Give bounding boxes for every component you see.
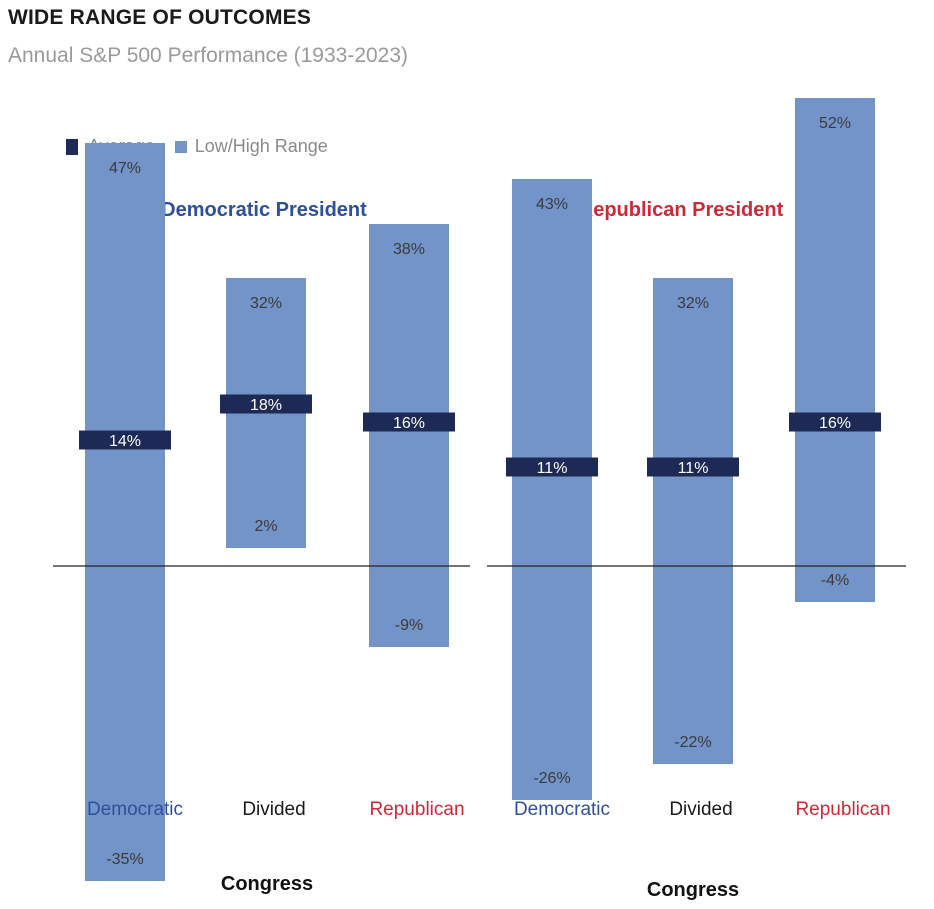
high-label-0-2: 38%	[393, 241, 425, 258]
category-label-1-1: Divided	[669, 799, 732, 820]
high-label-1-0: 43%	[536, 196, 568, 213]
average-marker-1-2	[789, 412, 881, 432]
average-label-0-2: 16%	[393, 415, 425, 432]
category-label-0-1: Divided	[242, 799, 305, 820]
low-label-0-1: 2%	[254, 518, 277, 535]
average-label-1-0: 11%	[537, 460, 568, 477]
chart-subtitle: Annual S&P 500 Performance (1933-2023)	[8, 44, 409, 67]
high-label-1-2: 52%	[819, 115, 851, 132]
chart-title: WIDE RANGE OF OUTCOMES	[8, 6, 312, 29]
low-label-1-2: -4%	[821, 572, 849, 589]
average-marker-0-1	[220, 394, 312, 414]
range-bar-1-0	[512, 179, 592, 800]
legend-label-range: Low/High Range	[194, 136, 328, 156]
x-axis-label-1: Congress	[647, 879, 739, 901]
average-marker-0-2	[363, 412, 455, 432]
legend-swatch-average	[66, 138, 78, 155]
low-label-1-0: -26%	[533, 770, 570, 787]
average-label-0-0: 14%	[109, 433, 141, 450]
category-label-0-2: Republican	[369, 799, 464, 820]
x-axis-label-0: Congress	[221, 873, 313, 895]
average-label-1-2: 16%	[819, 415, 851, 432]
legend-item-range: Low/High Range	[174, 136, 328, 157]
high-label-1-1: 32%	[677, 295, 709, 312]
category-label-1-2: Republican	[795, 799, 890, 820]
category-label-1-0: Democratic	[514, 799, 610, 820]
average-marker-1-1	[647, 457, 739, 477]
range-bar-1-1	[653, 278, 733, 764]
range-bar-0-0	[85, 143, 165, 881]
group-title-1: Republican President	[579, 199, 784, 221]
legend-swatch-range	[174, 140, 187, 153]
average-label-0-1: 18%	[250, 397, 282, 414]
low-label-0-2: -9%	[395, 617, 423, 634]
low-label-1-1: -22%	[674, 734, 711, 751]
range-bar-0-2	[369, 224, 449, 647]
average-marker-1-0	[506, 457, 598, 477]
average-label-1-1: 11%	[678, 460, 709, 477]
group-title-0: Democratic President	[161, 199, 367, 221]
category-label-0-0: Democratic	[87, 799, 183, 820]
high-label-0-0: 47%	[109, 160, 141, 177]
high-label-0-1: 32%	[250, 295, 282, 312]
low-label-0-0: -35%	[106, 851, 143, 868]
range-bar-1-2	[795, 98, 875, 602]
average-marker-0-0	[79, 430, 171, 450]
